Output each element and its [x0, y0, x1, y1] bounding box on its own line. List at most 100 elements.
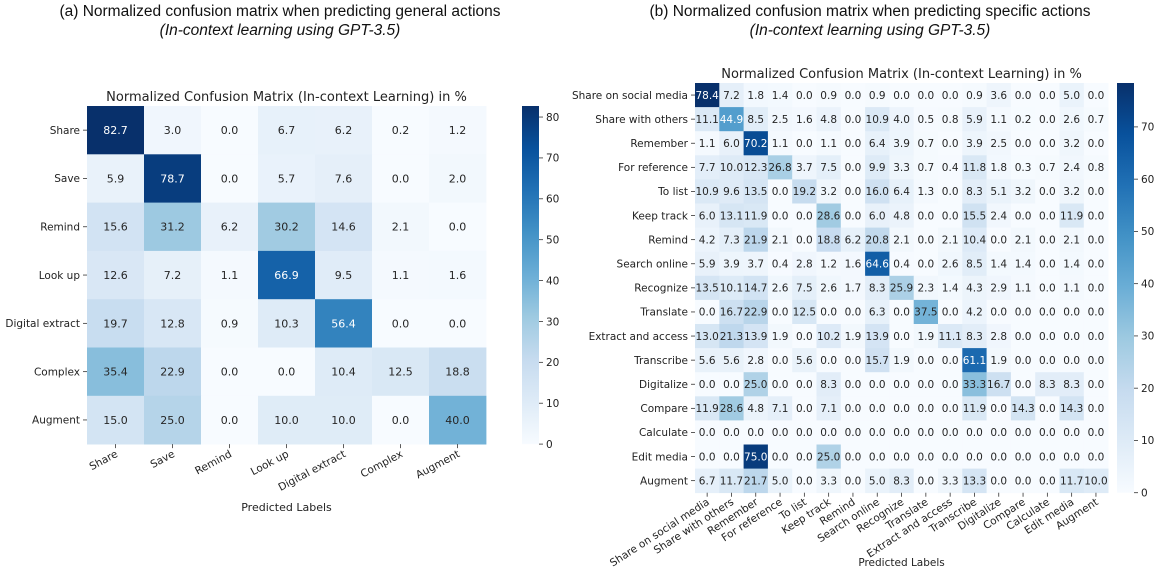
right-y-tick-label: Edit media: [632, 451, 688, 463]
right-heatmap-cell: [865, 83, 890, 108]
right-heatmap-cell: [792, 444, 817, 469]
right-heatmap-cell: [865, 348, 890, 373]
right-cell-value: 0.0: [845, 138, 862, 150]
right-heatmap-cell: [1083, 227, 1109, 253]
left-colorbar-tick-label: 70: [546, 153, 559, 165]
right-heatmap-cell: [986, 275, 1012, 301]
left-heatmap-cell: [372, 250, 430, 300]
right-heatmap-cell: [695, 444, 720, 469]
right-heatmap-cell: [1035, 299, 1060, 325]
right-heatmap-cell: [767, 396, 793, 421]
right-heatmap-cell: [1083, 275, 1109, 301]
right-heatmap-cell: [743, 372, 769, 397]
right-heatmap-cell: [1010, 107, 1036, 132]
right-cell-value: 14.3: [1060, 403, 1083, 415]
left-colorbar-tick-label: 10: [546, 398, 559, 410]
right-heatmap-cell: [986, 396, 1012, 421]
right-cell-value: 11.7: [1060, 475, 1083, 487]
right-heatmap-cell: [1083, 179, 1109, 204]
right-cell-value: 0.0: [917, 451, 934, 463]
right-cell-value: 0.0: [942, 186, 959, 198]
right-cell-value: 1.3: [917, 186, 934, 198]
right-heatmap-cell: [816, 203, 842, 228]
right-cell-value: 5.1: [990, 186, 1007, 198]
right-heatmap-cell: [938, 155, 963, 180]
right-cell-value: 0.0: [772, 379, 789, 391]
left-colorbar-tick-label: 50: [546, 234, 559, 246]
left-heatmap-cell: [315, 106, 373, 155]
right-cell-value: 2.6: [772, 283, 789, 295]
right-heatmap-cell: [1010, 420, 1036, 445]
right-heatmap-cell: [743, 275, 769, 301]
right-heatmap-cell: [1035, 227, 1060, 253]
left-cell-value: 35.4: [103, 366, 128, 379]
right-heatmap-cell: [865, 155, 890, 180]
right-cell-value: 0.0: [796, 475, 813, 487]
left-cell-value: 6.2: [335, 124, 353, 137]
right-heatmap-cell: [913, 372, 939, 397]
right-heatmap-cell: [962, 275, 987, 301]
right-heatmap-cell: [889, 396, 915, 421]
right-cell-value: 25.0: [817, 451, 840, 463]
right-cell-value: 1.1: [1063, 283, 1080, 295]
right-cell-value: 0.0: [796, 451, 813, 463]
left-heatmap-cell: [201, 106, 259, 155]
right-cell-value: 8.3: [966, 331, 983, 343]
right-cell-value: 0.0: [966, 451, 983, 463]
right-heatmap-cell: [743, 131, 769, 156]
right-heatmap-cell: [865, 299, 890, 325]
right-cell-value: 6.3: [869, 307, 886, 319]
right-cell-value: 0.0: [1015, 138, 1032, 150]
right-cell-value: 0.0: [1039, 259, 1056, 271]
left-cell-value: 0.0: [221, 366, 239, 379]
right-cell-value: 15.7: [866, 355, 889, 367]
right-heatmap-cell: [865, 324, 890, 349]
right-heatmap-cell: [1059, 203, 1085, 228]
right-heatmap-cell: [1035, 468, 1060, 494]
right-cell-value: 0.0: [796, 379, 813, 391]
left-cell-value: 0.0: [392, 414, 410, 427]
right-cell-value: 0.0: [747, 427, 764, 439]
right-heatmap-cell: [1035, 420, 1060, 445]
right-heatmap-cell: [1035, 107, 1060, 132]
right-heatmap-cell: [889, 275, 915, 301]
left-heatmap-cell: [429, 347, 487, 397]
right-heatmap-cell: [792, 299, 817, 325]
left-heatmap-cell: [429, 250, 487, 300]
left-cell-value: 19.7: [103, 317, 128, 330]
right-heatmap-cell: [743, 203, 769, 228]
right-heatmap-cell: [938, 179, 963, 204]
left-chart-title: Normalized Confusion Matrix (In-context …: [106, 90, 467, 105]
right-cell-value: 0.0: [845, 403, 862, 415]
right-y-tick-label: Compare: [640, 403, 688, 415]
right-cell-value: 11.9: [744, 210, 767, 222]
right-heatmap-cell: [792, 420, 817, 445]
right-heatmap-cell: [792, 372, 817, 397]
right-cell-value: 0.0: [772, 186, 789, 198]
right-heatmap-cell: [1010, 372, 1036, 397]
right-cell-value: 2.3: [917, 283, 934, 295]
right-cell-value: 8.3: [820, 379, 837, 391]
left-heatmap-cell: [429, 299, 487, 348]
right-cell-value: 3.7: [796, 162, 813, 174]
right-heatmap-cell: [743, 348, 769, 373]
right-heatmap-cell: [1010, 83, 1036, 108]
right-cell-value: 0.4: [772, 259, 789, 271]
right-heatmap-cell: [816, 227, 842, 253]
left-cell-value: 0.0: [221, 124, 239, 137]
left-cell-value: 1.6: [449, 269, 467, 282]
right-heatmap-cell: [840, 372, 866, 397]
left-heatmap-cell: [429, 395, 487, 445]
right-heatmap-cell: [743, 155, 769, 180]
left-heatmap-cell: [372, 347, 430, 397]
right-cell-value: 2.8: [990, 331, 1007, 343]
right-heatmap-cell: [1083, 155, 1109, 180]
right-cell-value: 3.3: [942, 475, 959, 487]
right-cell-value: 0.0: [917, 475, 934, 487]
right-colorbar-tick-label: 40: [1141, 278, 1154, 290]
right-heatmap-cell: [889, 179, 915, 204]
right-cell-value: 0.0: [772, 451, 789, 463]
left-heatmap-cell: [201, 395, 259, 445]
right-cell-value: 1.4: [990, 259, 1007, 271]
